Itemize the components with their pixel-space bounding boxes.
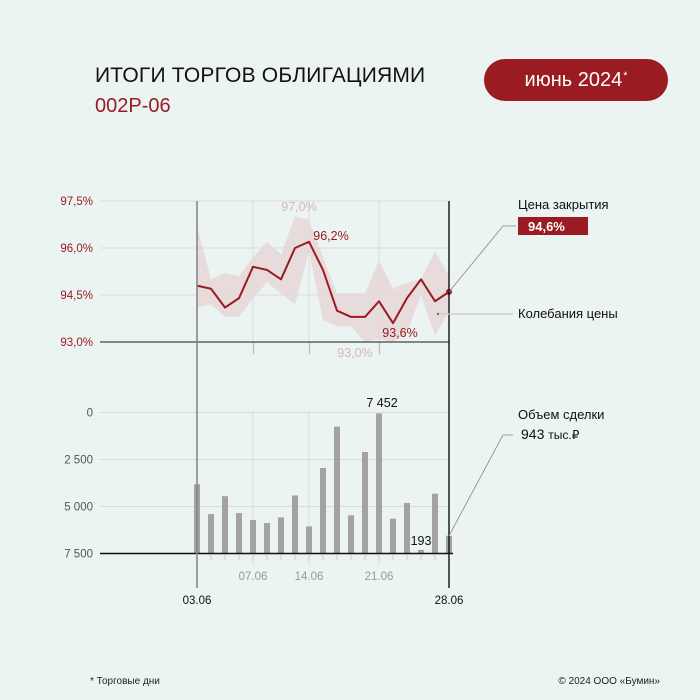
chart-axes xyxy=(100,201,453,588)
legend-range-label: Колебания цены xyxy=(518,306,618,321)
page-title: ИТОГИ ТОРГОВ ОБЛИГАЦИЯМИ xyxy=(95,64,426,87)
svg-text:7 500: 7 500 xyxy=(64,549,93,561)
copyright: © 2024 ООО «Бумин» xyxy=(558,676,660,687)
volume-grid xyxy=(100,412,450,566)
svg-text:96,2%: 96,2% xyxy=(313,229,348,243)
svg-text:21.06: 21.06 xyxy=(365,571,394,583)
svg-text:96,0%: 96,0% xyxy=(60,243,93,255)
svg-text:97,5%: 97,5% xyxy=(60,196,93,208)
svg-text:03.06: 03.06 xyxy=(183,595,212,607)
volume-unit: тыс.₽ xyxy=(548,428,580,442)
close-price-badge: 94,6% xyxy=(518,217,588,235)
svg-text:0: 0 xyxy=(87,408,93,420)
svg-text:94,5%: 94,5% xyxy=(60,290,93,302)
legend-volume-label: Объем сделки xyxy=(518,407,605,422)
svg-text:93,0%: 93,0% xyxy=(60,337,93,349)
close-price-value: 94,6% xyxy=(528,218,565,234)
svg-text:93,0%: 93,0% xyxy=(337,346,372,360)
legend-close-label: Цена закрытия xyxy=(518,197,609,212)
legend-leader-lines xyxy=(436,225,516,536)
period-badge-text: июнь 2024 xyxy=(524,68,623,91)
svg-text:14.06: 14.06 xyxy=(295,571,324,583)
period-badge-footnote-mark: * xyxy=(623,70,628,82)
svg-text:7 452: 7 452 xyxy=(366,396,397,410)
svg-text:93,6%: 93,6% xyxy=(382,326,417,340)
svg-text:193: 193 xyxy=(411,534,432,548)
volume-value: 943 xyxy=(521,426,545,442)
chart-labels: 97,5% 96,0% 94,5% 93,0% 97,0% 96,2% 93,6% 93,0%… xyxy=(60,196,463,607)
svg-text:07.06: 07.06 xyxy=(239,571,268,583)
volume-bars xyxy=(194,413,452,554)
footnote: * Торговые дни xyxy=(90,676,160,687)
svg-text:97,0%: 97,0% xyxy=(281,200,316,214)
svg-text:5 000: 5 000 xyxy=(64,502,93,514)
period-badge: июнь 2024 * xyxy=(484,59,668,101)
bond-code: 002Р-06 xyxy=(95,95,171,117)
volume-last-value: 943 тыс.₽ xyxy=(521,426,579,442)
svg-text:28.06: 28.06 xyxy=(435,595,464,607)
svg-text:2 500: 2 500 xyxy=(64,455,93,467)
